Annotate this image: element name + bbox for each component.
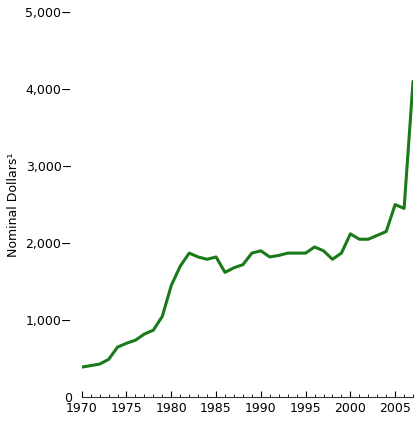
Text: Energy Expenditures per Person,
1970-2007: Energy Expenditures per Person, 1970-200… (42, 0, 325, 1)
Y-axis label: Nominal Dollars¹: Nominal Dollars¹ (7, 152, 20, 257)
